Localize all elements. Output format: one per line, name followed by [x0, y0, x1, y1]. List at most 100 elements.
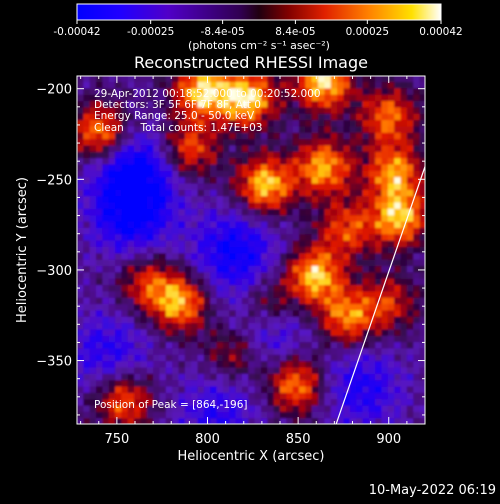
heatmap-cell	[318, 252, 325, 260]
heatmap-cell	[362, 373, 370, 381]
heatmap-cell	[286, 322, 294, 330]
heatmap-cell	[394, 170, 402, 178]
heatmap-cell	[381, 176, 389, 184]
heatmap-cell	[83, 322, 91, 330]
heatmap-cell	[330, 404, 338, 412]
y-axis-label: Heliocentric Y (arcsec)	[15, 177, 30, 323]
heatmap-cell	[337, 201, 345, 209]
heatmap-cell	[267, 398, 275, 406]
heatmap-cell	[165, 132, 173, 140]
heatmap-cell	[280, 341, 287, 349]
heatmap-cell	[172, 132, 180, 140]
heatmap-cell	[280, 246, 287, 254]
heatmap-cell	[349, 265, 357, 273]
heatmap-cell	[115, 176, 122, 184]
heatmap-cell	[337, 379, 345, 387]
heatmap-cell	[127, 259, 135, 266]
heatmap-cell	[381, 284, 389, 292]
heatmap-cell	[413, 233, 421, 241]
heatmap-cell	[381, 87, 389, 95]
heatmap-cell	[394, 138, 402, 146]
heatmap-cell	[248, 335, 256, 343]
heatmap-cell	[406, 182, 414, 190]
heatmap-cell	[273, 297, 281, 305]
heatmap-cell	[134, 76, 142, 83]
heatmap-cell	[159, 252, 167, 260]
heatmap-cell	[172, 125, 180, 133]
heatmap-cell	[102, 227, 110, 235]
heatmap-cell	[96, 201, 103, 209]
heatmap-cell	[273, 411, 281, 419]
heatmap-cell	[324, 252, 332, 260]
heatmap-cell	[280, 404, 287, 412]
heatmap-cell	[222, 373, 230, 381]
heatmap-cell	[178, 113, 186, 121]
heatmap-cell	[229, 379, 237, 387]
heatmap-cell	[108, 259, 116, 266]
heatmap-cell	[343, 170, 351, 178]
heatmap-cell	[400, 106, 408, 114]
heatmap-cell	[159, 151, 167, 159]
heatmap-cell	[229, 113, 237, 121]
heatmap-cell	[159, 360, 167, 368]
heatmap-cell	[419, 176, 425, 184]
heatmap-cell	[324, 373, 332, 381]
heatmap-cell	[413, 100, 421, 108]
heatmap-cell	[191, 335, 199, 343]
heatmap-cell	[96, 208, 103, 216]
heatmap-cell	[324, 398, 332, 406]
heatmap-cell	[184, 195, 192, 203]
heatmap-cell	[102, 252, 110, 260]
heatmap-cell	[108, 221, 116, 228]
heatmap-cell	[292, 398, 300, 406]
heatmap-cell	[375, 76, 383, 83]
heatmap-cell	[203, 221, 211, 228]
heatmap-cell	[102, 214, 110, 222]
heatmap-cell	[146, 360, 154, 368]
heatmap-cell	[343, 221, 351, 228]
heatmap-cell	[140, 297, 148, 305]
heatmap-cell	[343, 113, 351, 121]
heatmap-cell	[286, 354, 294, 362]
heatmap-cell	[83, 398, 91, 406]
heatmap-cell	[273, 379, 281, 387]
heatmap-cell	[83, 246, 91, 254]
heatmap-cell	[108, 201, 116, 209]
heatmap-cell	[140, 81, 148, 89]
heatmap-cell	[311, 284, 319, 292]
heatmap-cell	[387, 278, 395, 286]
heatmap-cell	[229, 157, 237, 165]
heatmap-cell	[280, 144, 287, 152]
heatmap-cell	[286, 347, 294, 355]
heatmap-cell	[368, 208, 376, 216]
heatmap-cell	[96, 189, 103, 197]
heatmap-cell	[203, 366, 211, 374]
heatmap-cell	[172, 417, 180, 424]
heatmap-cell	[356, 221, 364, 228]
heatmap-cell	[127, 354, 135, 362]
heatmap-cell	[324, 246, 332, 254]
heatmap-cell	[172, 201, 180, 209]
heatmap-cell	[159, 417, 167, 424]
heatmap-cell	[229, 195, 237, 203]
heatmap-cell	[241, 398, 249, 406]
heatmap-cell	[229, 87, 237, 95]
heatmap-cell	[305, 278, 313, 286]
heatmap-cell	[241, 100, 249, 108]
heatmap-cell	[191, 227, 199, 235]
heatmap-cell	[102, 404, 110, 412]
heatmap-cell	[419, 195, 425, 203]
heatmap-cell	[292, 316, 300, 324]
heatmap-cell	[115, 341, 122, 349]
heatmap-cell	[77, 163, 84, 171]
heatmap-cell	[140, 170, 148, 178]
heatmap-cell	[96, 373, 103, 381]
heatmap-cell	[260, 125, 268, 133]
heatmap-cell	[134, 379, 142, 387]
heatmap-cell	[134, 271, 142, 279]
heatmap-cell	[96, 322, 103, 330]
heatmap-cell	[419, 182, 425, 190]
heatmap-cell	[286, 335, 294, 343]
heatmap-cell	[305, 227, 313, 235]
heatmap-cell	[241, 252, 249, 260]
